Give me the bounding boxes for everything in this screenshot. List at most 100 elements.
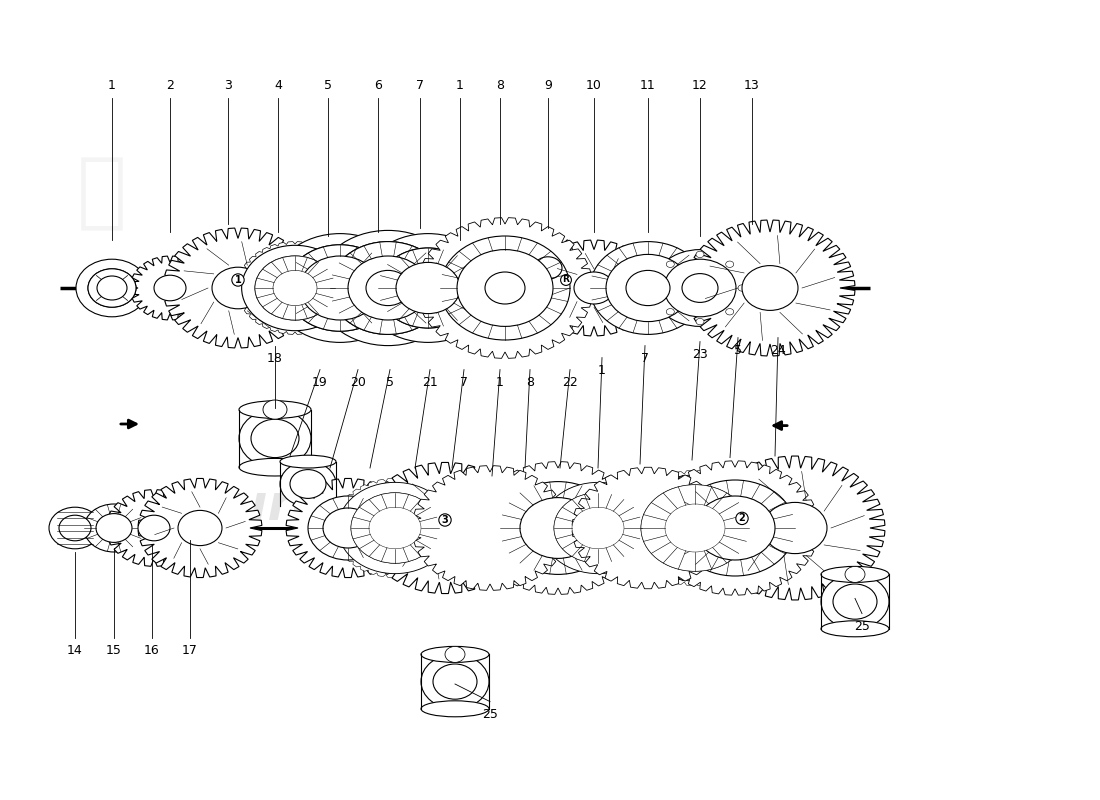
Circle shape bbox=[682, 274, 718, 302]
Text: 23: 23 bbox=[692, 348, 708, 361]
Circle shape bbox=[286, 245, 394, 331]
Circle shape bbox=[84, 504, 144, 552]
Circle shape bbox=[659, 467, 811, 589]
Circle shape bbox=[420, 472, 560, 584]
Circle shape bbox=[154, 275, 186, 301]
Circle shape bbox=[514, 518, 538, 538]
Polygon shape bbox=[508, 236, 587, 300]
Text: 2: 2 bbox=[166, 79, 174, 92]
Circle shape bbox=[138, 515, 170, 541]
Polygon shape bbox=[535, 240, 653, 336]
Circle shape bbox=[554, 493, 642, 563]
Circle shape bbox=[675, 480, 795, 576]
Circle shape bbox=[59, 515, 91, 541]
Ellipse shape bbox=[421, 646, 490, 662]
Circle shape bbox=[360, 234, 496, 342]
Text: 5: 5 bbox=[734, 344, 742, 357]
Circle shape bbox=[654, 285, 662, 291]
Polygon shape bbox=[685, 220, 855, 356]
Circle shape bbox=[378, 248, 478, 328]
Ellipse shape bbox=[239, 401, 311, 418]
Text: 11: 11 bbox=[640, 79, 656, 92]
Polygon shape bbox=[236, 242, 353, 334]
Circle shape bbox=[330, 242, 446, 334]
Text: eurospares: eurospares bbox=[198, 482, 514, 530]
Circle shape bbox=[580, 474, 716, 582]
Text: 🚗: 🚗 bbox=[77, 152, 127, 233]
Text: 10: 10 bbox=[586, 79, 602, 92]
Circle shape bbox=[742, 266, 797, 310]
Circle shape bbox=[330, 242, 446, 334]
Text: 25: 25 bbox=[482, 708, 498, 721]
Circle shape bbox=[666, 504, 725, 552]
Polygon shape bbox=[475, 462, 641, 594]
Circle shape bbox=[613, 518, 637, 538]
Polygon shape bbox=[623, 470, 767, 586]
Circle shape bbox=[50, 507, 101, 549]
Text: 19: 19 bbox=[312, 376, 328, 389]
Polygon shape bbox=[163, 228, 312, 348]
Polygon shape bbox=[130, 256, 210, 320]
Text: 14: 14 bbox=[67, 644, 82, 657]
Circle shape bbox=[726, 261, 734, 267]
Circle shape bbox=[425, 224, 585, 352]
Circle shape bbox=[675, 480, 795, 576]
Circle shape bbox=[76, 259, 148, 317]
Polygon shape bbox=[286, 478, 410, 578]
Text: 7: 7 bbox=[416, 79, 424, 92]
Circle shape bbox=[239, 410, 311, 467]
Circle shape bbox=[421, 654, 490, 709]
Circle shape bbox=[396, 262, 460, 314]
Text: 9: 9 bbox=[544, 79, 552, 92]
Circle shape bbox=[520, 498, 596, 558]
Text: 1: 1 bbox=[496, 376, 504, 389]
Circle shape bbox=[572, 507, 624, 549]
Circle shape bbox=[251, 419, 299, 458]
Circle shape bbox=[96, 514, 132, 542]
Text: 8: 8 bbox=[496, 79, 504, 92]
Text: R: R bbox=[562, 275, 570, 285]
Circle shape bbox=[483, 468, 632, 588]
Circle shape bbox=[255, 256, 336, 320]
Polygon shape bbox=[412, 466, 568, 590]
Polygon shape bbox=[139, 478, 262, 578]
Text: 24: 24 bbox=[770, 344, 785, 357]
Circle shape bbox=[590, 242, 706, 334]
Circle shape bbox=[664, 259, 736, 317]
Text: 20: 20 bbox=[350, 376, 366, 389]
Circle shape bbox=[485, 272, 525, 304]
Circle shape bbox=[255, 256, 336, 320]
Circle shape bbox=[440, 236, 570, 340]
Circle shape bbox=[433, 664, 477, 699]
Circle shape bbox=[438, 486, 542, 570]
Text: 22: 22 bbox=[562, 376, 578, 389]
Circle shape bbox=[456, 501, 524, 555]
Circle shape bbox=[263, 400, 287, 419]
Ellipse shape bbox=[821, 621, 889, 637]
Circle shape bbox=[366, 270, 410, 306]
Circle shape bbox=[641, 485, 749, 571]
Text: 1: 1 bbox=[456, 79, 464, 92]
Text: 1: 1 bbox=[108, 79, 115, 92]
Polygon shape bbox=[651, 461, 818, 595]
Text: 17: 17 bbox=[183, 644, 198, 657]
Circle shape bbox=[541, 482, 654, 574]
Circle shape bbox=[97, 276, 126, 300]
Text: 8: 8 bbox=[526, 376, 534, 389]
Circle shape bbox=[448, 278, 472, 298]
Circle shape bbox=[667, 309, 674, 315]
Circle shape bbox=[316, 230, 460, 346]
Circle shape bbox=[351, 493, 439, 563]
Text: 5: 5 bbox=[324, 79, 332, 92]
Text: 1: 1 bbox=[598, 364, 606, 377]
Circle shape bbox=[286, 245, 394, 331]
Circle shape bbox=[300, 256, 379, 320]
Polygon shape bbox=[363, 462, 527, 594]
Circle shape bbox=[323, 508, 373, 548]
Circle shape bbox=[212, 267, 264, 309]
Circle shape bbox=[695, 496, 776, 560]
Circle shape bbox=[726, 309, 734, 315]
Text: 12: 12 bbox=[692, 79, 708, 92]
Circle shape bbox=[574, 272, 614, 304]
Circle shape bbox=[598, 488, 698, 568]
